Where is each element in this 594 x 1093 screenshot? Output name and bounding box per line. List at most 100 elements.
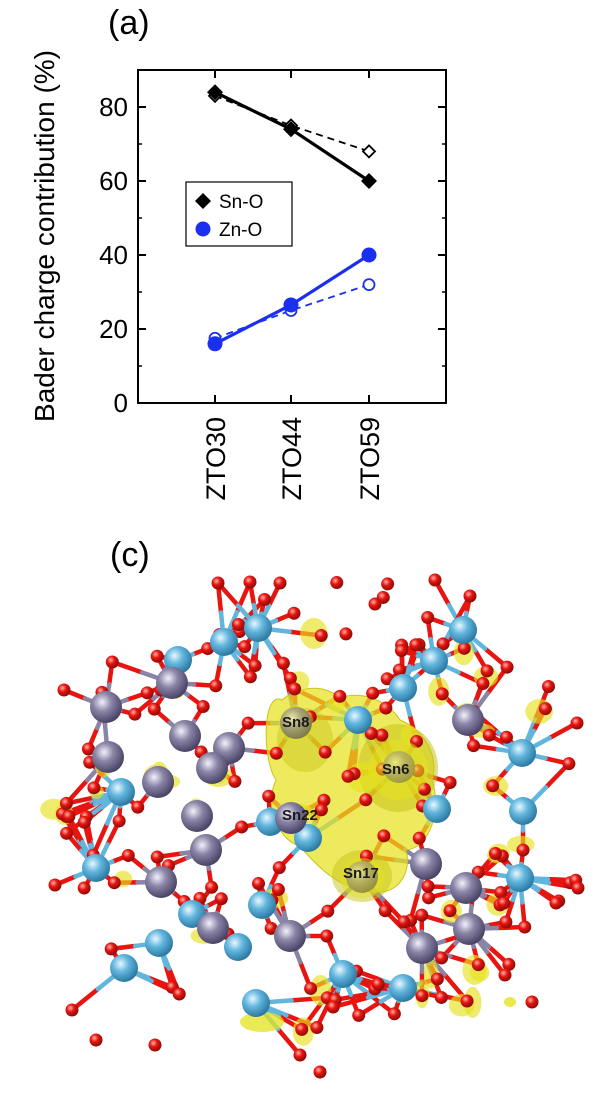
oxygen-atom xyxy=(476,677,489,690)
oxygen-atom xyxy=(212,577,225,590)
oxygen-atom xyxy=(148,703,161,716)
oxygen-atom xyxy=(444,776,457,789)
oxygen-atom xyxy=(66,1004,79,1017)
legend-zn-o-label: Zn-O xyxy=(219,220,262,241)
tin-atom xyxy=(453,913,485,945)
zinc-atom xyxy=(344,706,372,734)
zinc-atom xyxy=(389,974,417,1002)
oxygen-atom xyxy=(489,847,502,860)
oxygen-atom xyxy=(258,593,271,606)
oxygen-atom xyxy=(141,686,154,699)
zinc-atom xyxy=(508,739,536,767)
oxygen-atom xyxy=(397,915,410,928)
isosurface-blob xyxy=(504,997,516,1007)
oxygen-atom xyxy=(333,690,346,703)
oxygen-atom xyxy=(499,969,512,982)
series-2 xyxy=(208,248,377,352)
oxygen-atom xyxy=(542,680,555,693)
tin-atom xyxy=(169,720,201,752)
oxygen-atom xyxy=(431,973,444,986)
zinc-atom xyxy=(449,616,477,644)
oxygen-atom xyxy=(562,757,575,770)
oxygen-atom xyxy=(415,989,428,1002)
oxygen-atom xyxy=(295,1023,308,1036)
y-axis-label: Bader charge contribution (%) xyxy=(29,50,60,422)
oxygen-atom xyxy=(339,627,352,640)
oxygen-atom xyxy=(413,832,426,845)
y-tick-label: 60 xyxy=(99,166,128,196)
oxygen-atom xyxy=(205,881,218,894)
oxygen-atom xyxy=(60,797,73,810)
oxygen-atom xyxy=(78,816,91,829)
oxygen-atom xyxy=(359,793,372,806)
tin-atom xyxy=(450,872,482,904)
oxygen-atom xyxy=(379,701,392,714)
oxygen-atom xyxy=(122,849,135,862)
y-tick-label: 20 xyxy=(99,314,128,344)
oxygen-atom xyxy=(486,779,499,792)
oxygen-atom xyxy=(60,827,73,840)
oxygen-atom xyxy=(105,942,118,955)
zinc-atom xyxy=(423,795,451,823)
legend-sn-o-label: Sn-O xyxy=(219,192,263,213)
oxygen-atom xyxy=(550,897,563,910)
oxygen-atom xyxy=(310,1021,323,1034)
tin-atom xyxy=(145,866,177,898)
oxygen-atom xyxy=(294,1049,307,1062)
tin-atom xyxy=(196,752,228,784)
oxygen-atom xyxy=(244,670,257,683)
oxygen-atom xyxy=(62,810,75,823)
atom-label-sn17: Sn17 xyxy=(343,865,379,882)
oxygen-atom xyxy=(87,781,100,794)
oxygen-atom xyxy=(499,915,512,928)
oxygen-atom xyxy=(435,991,448,1004)
zinc-atom xyxy=(506,864,534,892)
series-0 xyxy=(207,84,377,189)
panel-c-label: (c) xyxy=(110,536,150,574)
oxygen-atom xyxy=(228,775,241,788)
x-tick-label: ZTO44 xyxy=(277,417,307,501)
legend: Sn-O Zn-O xyxy=(186,182,292,246)
oxygen-atom xyxy=(369,598,382,611)
oxygen-atom xyxy=(539,702,552,715)
zinc-atom xyxy=(248,891,276,919)
oxygen-atom xyxy=(352,1009,365,1022)
oxygen-atom xyxy=(379,904,392,917)
oxygen-atom xyxy=(372,978,385,991)
oxygen-atom xyxy=(128,708,141,721)
oxygen-atom xyxy=(288,682,301,695)
y-tick-label: 80 xyxy=(99,92,128,122)
oxygen-atom xyxy=(319,746,332,759)
oxygen-atom xyxy=(461,994,474,1007)
oxygen-atom xyxy=(429,574,442,587)
tin-atom xyxy=(274,920,306,952)
zinc-atom xyxy=(210,628,238,656)
oxygen-atom xyxy=(287,607,300,620)
data-point xyxy=(284,297,299,312)
oxygen-atom xyxy=(262,790,275,803)
oxygen-atom xyxy=(78,881,91,894)
oxygen-atom xyxy=(501,661,514,674)
atom-label-sn6: Sn6 xyxy=(382,761,410,778)
oxygen-atom xyxy=(330,576,343,589)
oxygen-atom xyxy=(197,700,210,713)
oxygen-atom xyxy=(209,679,222,692)
data-point xyxy=(363,145,375,157)
oxygen-atom xyxy=(571,717,584,730)
oxygen-atom xyxy=(277,657,290,670)
oxygen-atom xyxy=(58,684,71,697)
oxygen-atom xyxy=(321,905,334,918)
zinc-atom xyxy=(244,614,272,642)
oxygen-atom xyxy=(500,731,513,744)
atomic-structure-image: Sn8 Sn6 Sn22 Sn17 xyxy=(40,574,584,1079)
oxygen-atom xyxy=(422,891,435,904)
oxygen-atom xyxy=(151,850,164,863)
oxygen-atom xyxy=(472,958,485,971)
zinc-atom xyxy=(420,647,448,675)
oxygen-atom xyxy=(113,814,126,827)
oxygen-atom xyxy=(377,829,390,842)
oxygen-atom xyxy=(315,629,328,642)
tin-atom xyxy=(452,704,484,736)
